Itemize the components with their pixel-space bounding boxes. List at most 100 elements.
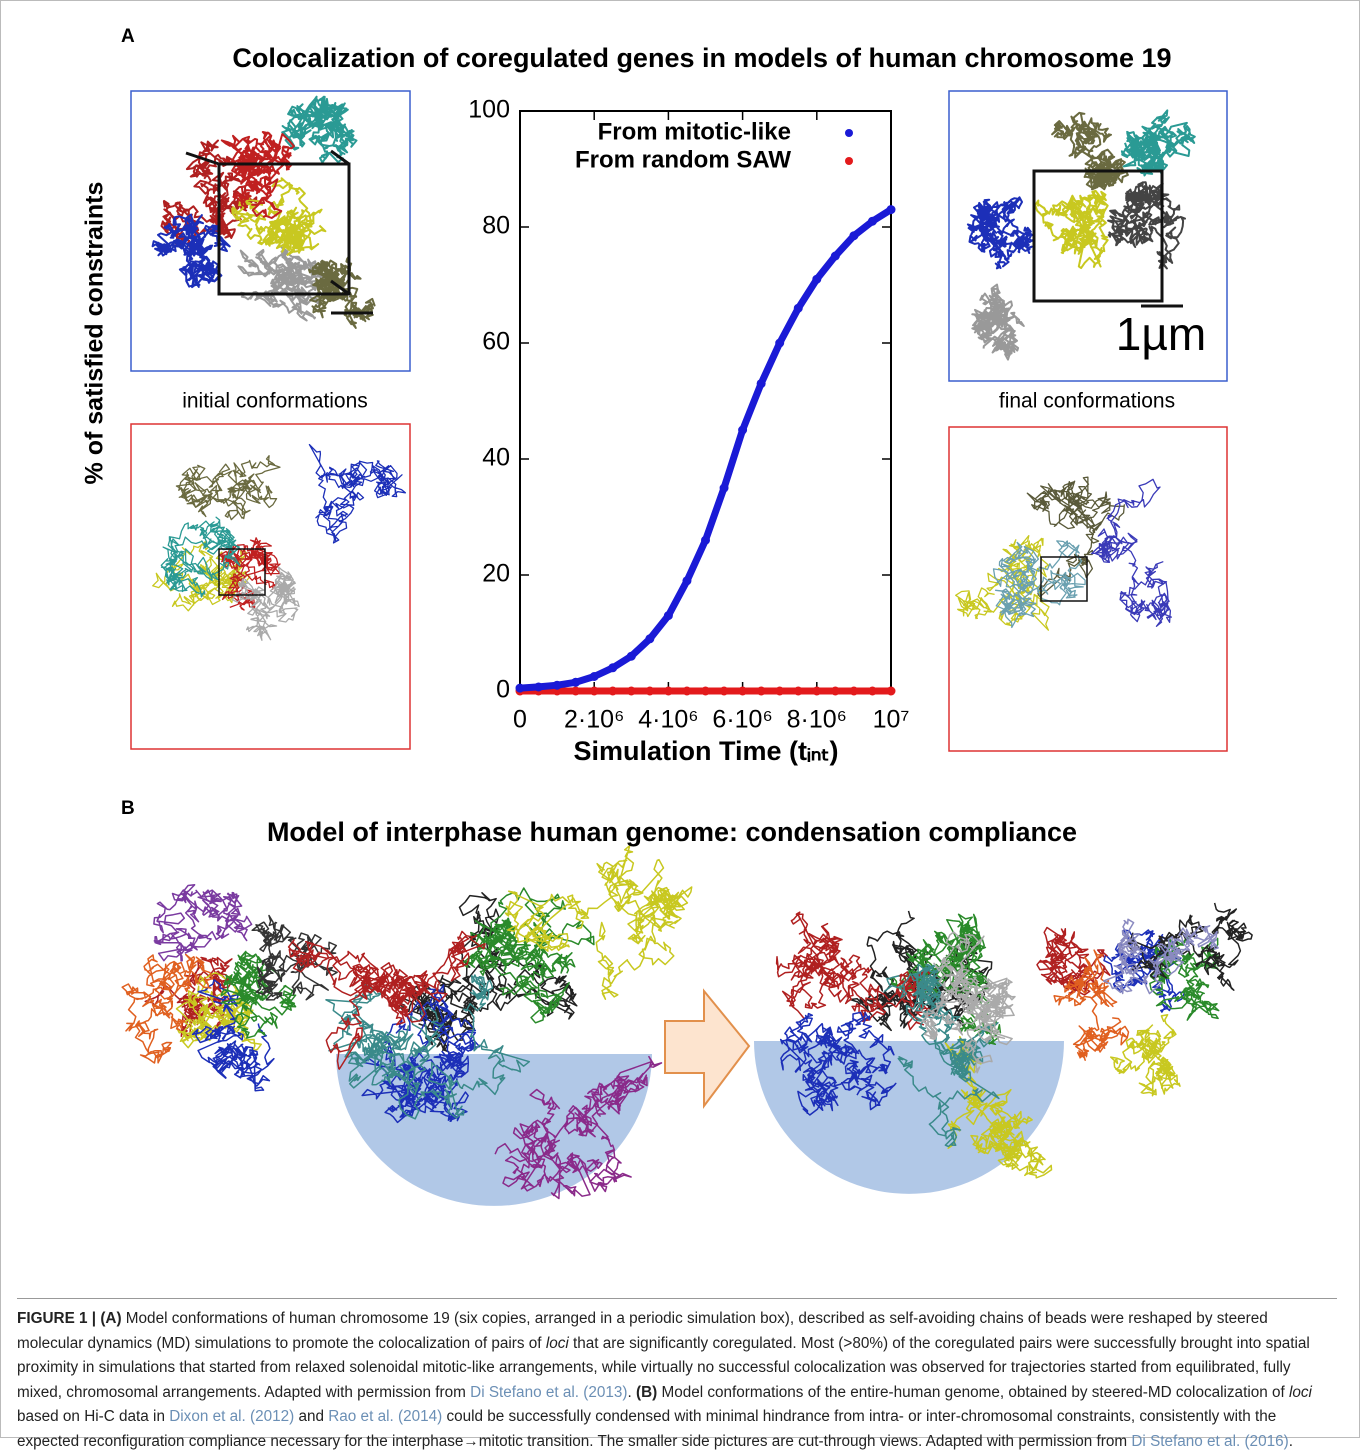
illustration bbox=[175, 971, 262, 1052]
illustration bbox=[1036, 926, 1111, 996]
data-point bbox=[682, 576, 692, 586]
data-point bbox=[886, 686, 896, 696]
illustration bbox=[1103, 929, 1186, 1013]
x-tick-label: 10⁷ bbox=[873, 706, 910, 734]
data-point bbox=[738, 425, 748, 435]
illustration bbox=[231, 566, 300, 641]
illustration bbox=[992, 540, 1086, 629]
caption-text: Model conformations of the entire-human … bbox=[657, 1383, 1289, 1401]
y-tick-label: 20 bbox=[482, 560, 510, 588]
illustration bbox=[966, 196, 1034, 270]
x-tick-label: 4·10⁶ bbox=[638, 706, 698, 734]
data-point bbox=[719, 483, 729, 493]
arrow bbox=[664, 988, 751, 1109]
panel-title: Model of interphase human genome: conden… bbox=[267, 817, 1077, 847]
caption-text: loci bbox=[545, 1334, 569, 1352]
data-point bbox=[738, 686, 748, 696]
bowl bbox=[336, 1054, 652, 1206]
data-point bbox=[589, 686, 599, 696]
illustration bbox=[1091, 478, 1173, 627]
data-point bbox=[793, 686, 803, 696]
image-caption: final conformations bbox=[999, 390, 1175, 413]
caption-text: (B) bbox=[635, 1383, 658, 1401]
caption-text: Model conformations of human chromosome … bbox=[17, 1310, 1268, 1352]
data-point bbox=[886, 205, 896, 215]
image-frame bbox=[948, 426, 1228, 752]
illustration bbox=[1109, 1014, 1181, 1097]
data-point bbox=[756, 379, 766, 389]
x-tick-label: 0 bbox=[513, 706, 527, 734]
caption-text: and bbox=[294, 1408, 329, 1425]
data-point bbox=[756, 686, 766, 696]
data-point bbox=[867, 216, 877, 226]
y-axis-title: % of satisfied constraints bbox=[81, 182, 109, 485]
y-tick-label: 100 bbox=[468, 96, 510, 124]
illustration bbox=[218, 537, 281, 611]
y-tick-label: 60 bbox=[482, 328, 510, 356]
y-tick-label: 80 bbox=[482, 212, 510, 240]
illustration bbox=[361, 984, 481, 1124]
caption-text: FIGURE 1 | (A) bbox=[17, 1310, 122, 1327]
data-point bbox=[663, 611, 673, 621]
box-outline bbox=[1032, 169, 1164, 303]
illustration bbox=[151, 213, 231, 289]
data-point bbox=[608, 686, 618, 696]
caption-text: based on Hi-C data in bbox=[17, 1408, 170, 1425]
data-point bbox=[701, 686, 710, 696]
illustration bbox=[1034, 189, 1109, 270]
figure-graphics: A Colocalization of coregulated genes in… bbox=[81, 26, 1253, 1206]
illustration bbox=[1102, 918, 1219, 995]
data-point bbox=[682, 686, 692, 696]
illustration bbox=[883, 963, 1000, 1148]
data-point bbox=[571, 686, 581, 696]
image-caption: initial conformations bbox=[182, 390, 368, 413]
illustration bbox=[395, 892, 578, 1053]
caption-text: . bbox=[1288, 1432, 1293, 1450]
illustration bbox=[281, 95, 358, 164]
illustration bbox=[1053, 949, 1130, 1061]
image-frame bbox=[130, 423, 411, 750]
data-point bbox=[589, 672, 599, 681]
illustration bbox=[121, 953, 214, 1064]
illustration bbox=[920, 931, 1016, 1074]
data-point bbox=[830, 686, 840, 696]
illustration bbox=[287, 930, 486, 1070]
scale-label: 1µm bbox=[1116, 308, 1206, 360]
data-point bbox=[645, 686, 655, 696]
illustration bbox=[504, 844, 693, 1000]
illustration bbox=[1026, 476, 1125, 598]
x-tick-label: 8·10⁶ bbox=[787, 706, 847, 734]
data-point bbox=[867, 686, 877, 696]
panel-label: A bbox=[121, 26, 135, 47]
box-outline bbox=[185, 149, 350, 296]
illustration bbox=[955, 534, 1050, 631]
figure-caption: FIGURE 1 | (A) Model conformations of hu… bbox=[17, 1298, 1337, 1454]
citation-link[interactable]: Di Stefano et al. (2013) bbox=[470, 1383, 628, 1401]
citation-link[interactable]: Di Stefano et al. (2016) bbox=[1131, 1432, 1289, 1450]
panel-title: Colocalization of coregulated genes in m… bbox=[232, 43, 1171, 73]
caption-text: loci bbox=[1289, 1383, 1312, 1401]
data-point bbox=[626, 686, 636, 696]
illustration bbox=[460, 887, 595, 1024]
x-axis-title: Simulation Time (tᵢₙₜ) bbox=[573, 736, 838, 766]
illustration bbox=[308, 255, 376, 329]
citation-link[interactable]: Dixon et al. (2012) bbox=[169, 1408, 295, 1425]
data-point bbox=[849, 231, 859, 241]
data-point bbox=[515, 683, 525, 693]
box-outline bbox=[217, 162, 351, 296]
illustration bbox=[1051, 111, 1129, 191]
illustration bbox=[237, 245, 325, 322]
legend-label: From mitotic-like bbox=[598, 118, 791, 145]
illustration bbox=[779, 1011, 897, 1116]
illustration bbox=[175, 455, 281, 521]
illustration bbox=[775, 911, 933, 1031]
legend-label: From random SAW bbox=[575, 146, 791, 173]
data-point bbox=[571, 677, 581, 687]
illustration bbox=[1120, 109, 1196, 177]
citation-link[interactable]: Rao et al. (2014) bbox=[328, 1408, 443, 1425]
caption-text: that are significantly coregulated. Most… bbox=[17, 1334, 1310, 1401]
illustration bbox=[325, 974, 531, 1120]
box-outline bbox=[1040, 556, 1088, 602]
data-point bbox=[534, 682, 544, 692]
